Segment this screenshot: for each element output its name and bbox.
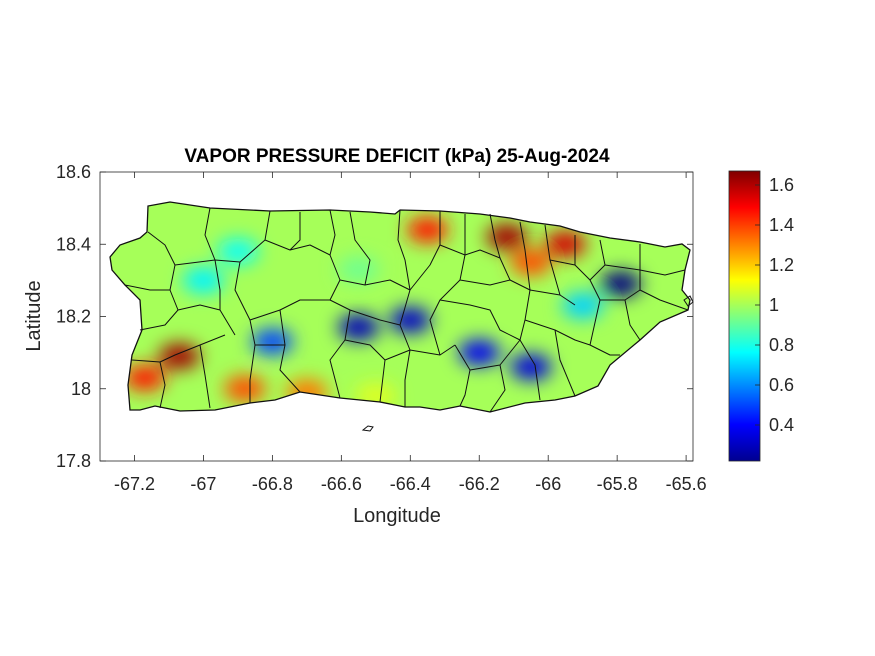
heatmap-cell: [389, 307, 431, 334]
y-tick-label: 18.4: [56, 234, 91, 254]
x-tick-label: -67: [190, 474, 216, 494]
heatmap-cell: [561, 292, 604, 319]
colorbar-tick-label: 0.4: [769, 415, 794, 435]
heatmap-cell: [458, 339, 500, 366]
heatmap-cell: [251, 328, 294, 355]
heatmap-cell: [158, 343, 200, 370]
y-tick-label: 18.2: [56, 307, 91, 327]
island-outline: [109, 201, 691, 413]
x-axis: -67.2 -67 -66.8 -66.6 -66.4 -66.2 -66 -65.8 -65.…: [114, 172, 707, 494]
x-tick-label: -66: [535, 474, 561, 494]
heatmap-cell: [510, 249, 552, 276]
heatmap-cell: [406, 216, 449, 243]
heatmap-cell: [182, 267, 225, 294]
colorbar: [728, 170, 761, 462]
heatmap-cell: [337, 256, 380, 283]
x-tick-label: -66.8: [252, 474, 293, 494]
colorbar-tick-label: 1.4: [769, 215, 794, 235]
heatmap-cell: [544, 231, 587, 258]
colorbar-tick-label: 0.8: [769, 335, 794, 355]
colorbar-tick-label: 1: [769, 295, 779, 315]
heatmap-cell: [510, 354, 552, 381]
heatmap-cell: [599, 270, 642, 297]
heatmap-cell: [337, 314, 380, 341]
colorbar-axis: 0.4 0.6 0.8 1 1.2 1.4 1.6: [755, 175, 794, 435]
x-tick-label: -66.4: [390, 474, 431, 494]
y-axis: 17.8 18 18.2 18.4 18.6: [56, 162, 693, 471]
heatmap-cell: [217, 238, 259, 265]
y-tick-label: 17.8: [56, 451, 91, 471]
x-tick-label: -65.8: [597, 474, 638, 494]
heatmap-cell: [224, 375, 266, 402]
municipal-borders: [124, 207, 689, 413]
heatmap-layer: [110, 202, 690, 412]
heatmap-cell: [124, 364, 166, 391]
x-tick-label: -66.2: [459, 474, 500, 494]
x-tick-label: -67.2: [114, 474, 155, 494]
x-tick-label: -65.6: [666, 474, 707, 494]
x-tick-label: -66.6: [321, 474, 362, 494]
y-tick-label: 18: [71, 379, 91, 399]
colorbar-tick-label: 1.2: [769, 255, 794, 275]
colorbar-tick-label: 0.6: [769, 375, 794, 395]
x-axis-label: Longitude: [353, 505, 441, 527]
caja-de-muertos-islet: [361, 425, 374, 432]
y-tick-label: 18.6: [56, 162, 91, 182]
y-axis-label: Latitude: [23, 280, 45, 351]
colorbar-tick-label: 1.6: [769, 175, 794, 195]
chart-title: VAPOR PRESSURE DEFICIT (kPa) 25-Aug-2024: [184, 146, 610, 167]
